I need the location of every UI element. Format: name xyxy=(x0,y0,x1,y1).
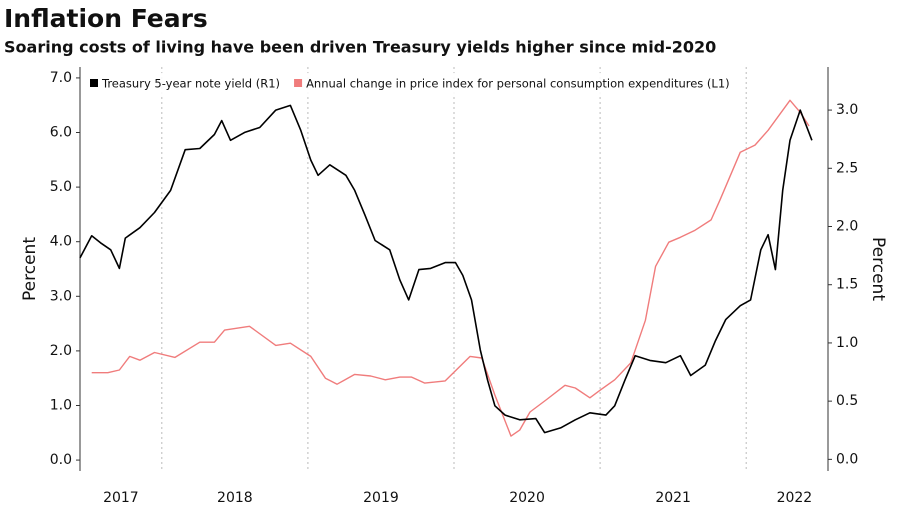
y-tick-label: 4.0 xyxy=(50,234,72,250)
series-line xyxy=(91,99,810,437)
x-tick-label: 2021 xyxy=(655,490,691,506)
y-tick-label: 0.0 xyxy=(50,452,72,468)
y2-tick-label: 0.5 xyxy=(836,393,858,409)
y2-tick-label: 0.0 xyxy=(836,451,858,467)
x-tick-label: 2022 xyxy=(777,490,813,506)
legend-label: Annual change in price index for persona… xyxy=(306,77,730,91)
y-tick-label: 1.0 xyxy=(50,397,72,413)
x-tick-label: 2018 xyxy=(217,490,253,506)
y-axis-label: Percent xyxy=(20,237,40,301)
legend-swatch xyxy=(294,79,303,87)
y2-tick-label: 1.0 xyxy=(836,335,858,351)
legend-swatch xyxy=(90,79,98,87)
y2-tick-label: 3.0 xyxy=(836,102,858,118)
x-tick-label: 2017 xyxy=(103,490,139,506)
chart-subtitle: Soaring costs of living have been driven… xyxy=(4,38,716,57)
x-tick-label: 2019 xyxy=(363,490,399,506)
y-tick-label: 7.0 xyxy=(50,70,72,86)
chart-title: Inflation Fears xyxy=(4,4,208,33)
y2-tick-label: 2.5 xyxy=(836,160,858,176)
legend-label: Treasury 5-year note yield (R1) xyxy=(101,77,280,91)
y2-tick-label: 2.0 xyxy=(836,219,858,235)
y-tick-label: 6.0 xyxy=(50,125,72,141)
y2-axis-label: Percent xyxy=(868,237,888,301)
y2-tick-label: 1.5 xyxy=(836,277,858,293)
y-tick-label: 3.0 xyxy=(50,288,72,304)
legend-box xyxy=(84,73,744,95)
y-tick-label: 5.0 xyxy=(50,179,72,195)
y-tick-label: 2.0 xyxy=(50,343,72,359)
series-line xyxy=(79,104,813,434)
x-tick-label: 2020 xyxy=(509,490,545,506)
